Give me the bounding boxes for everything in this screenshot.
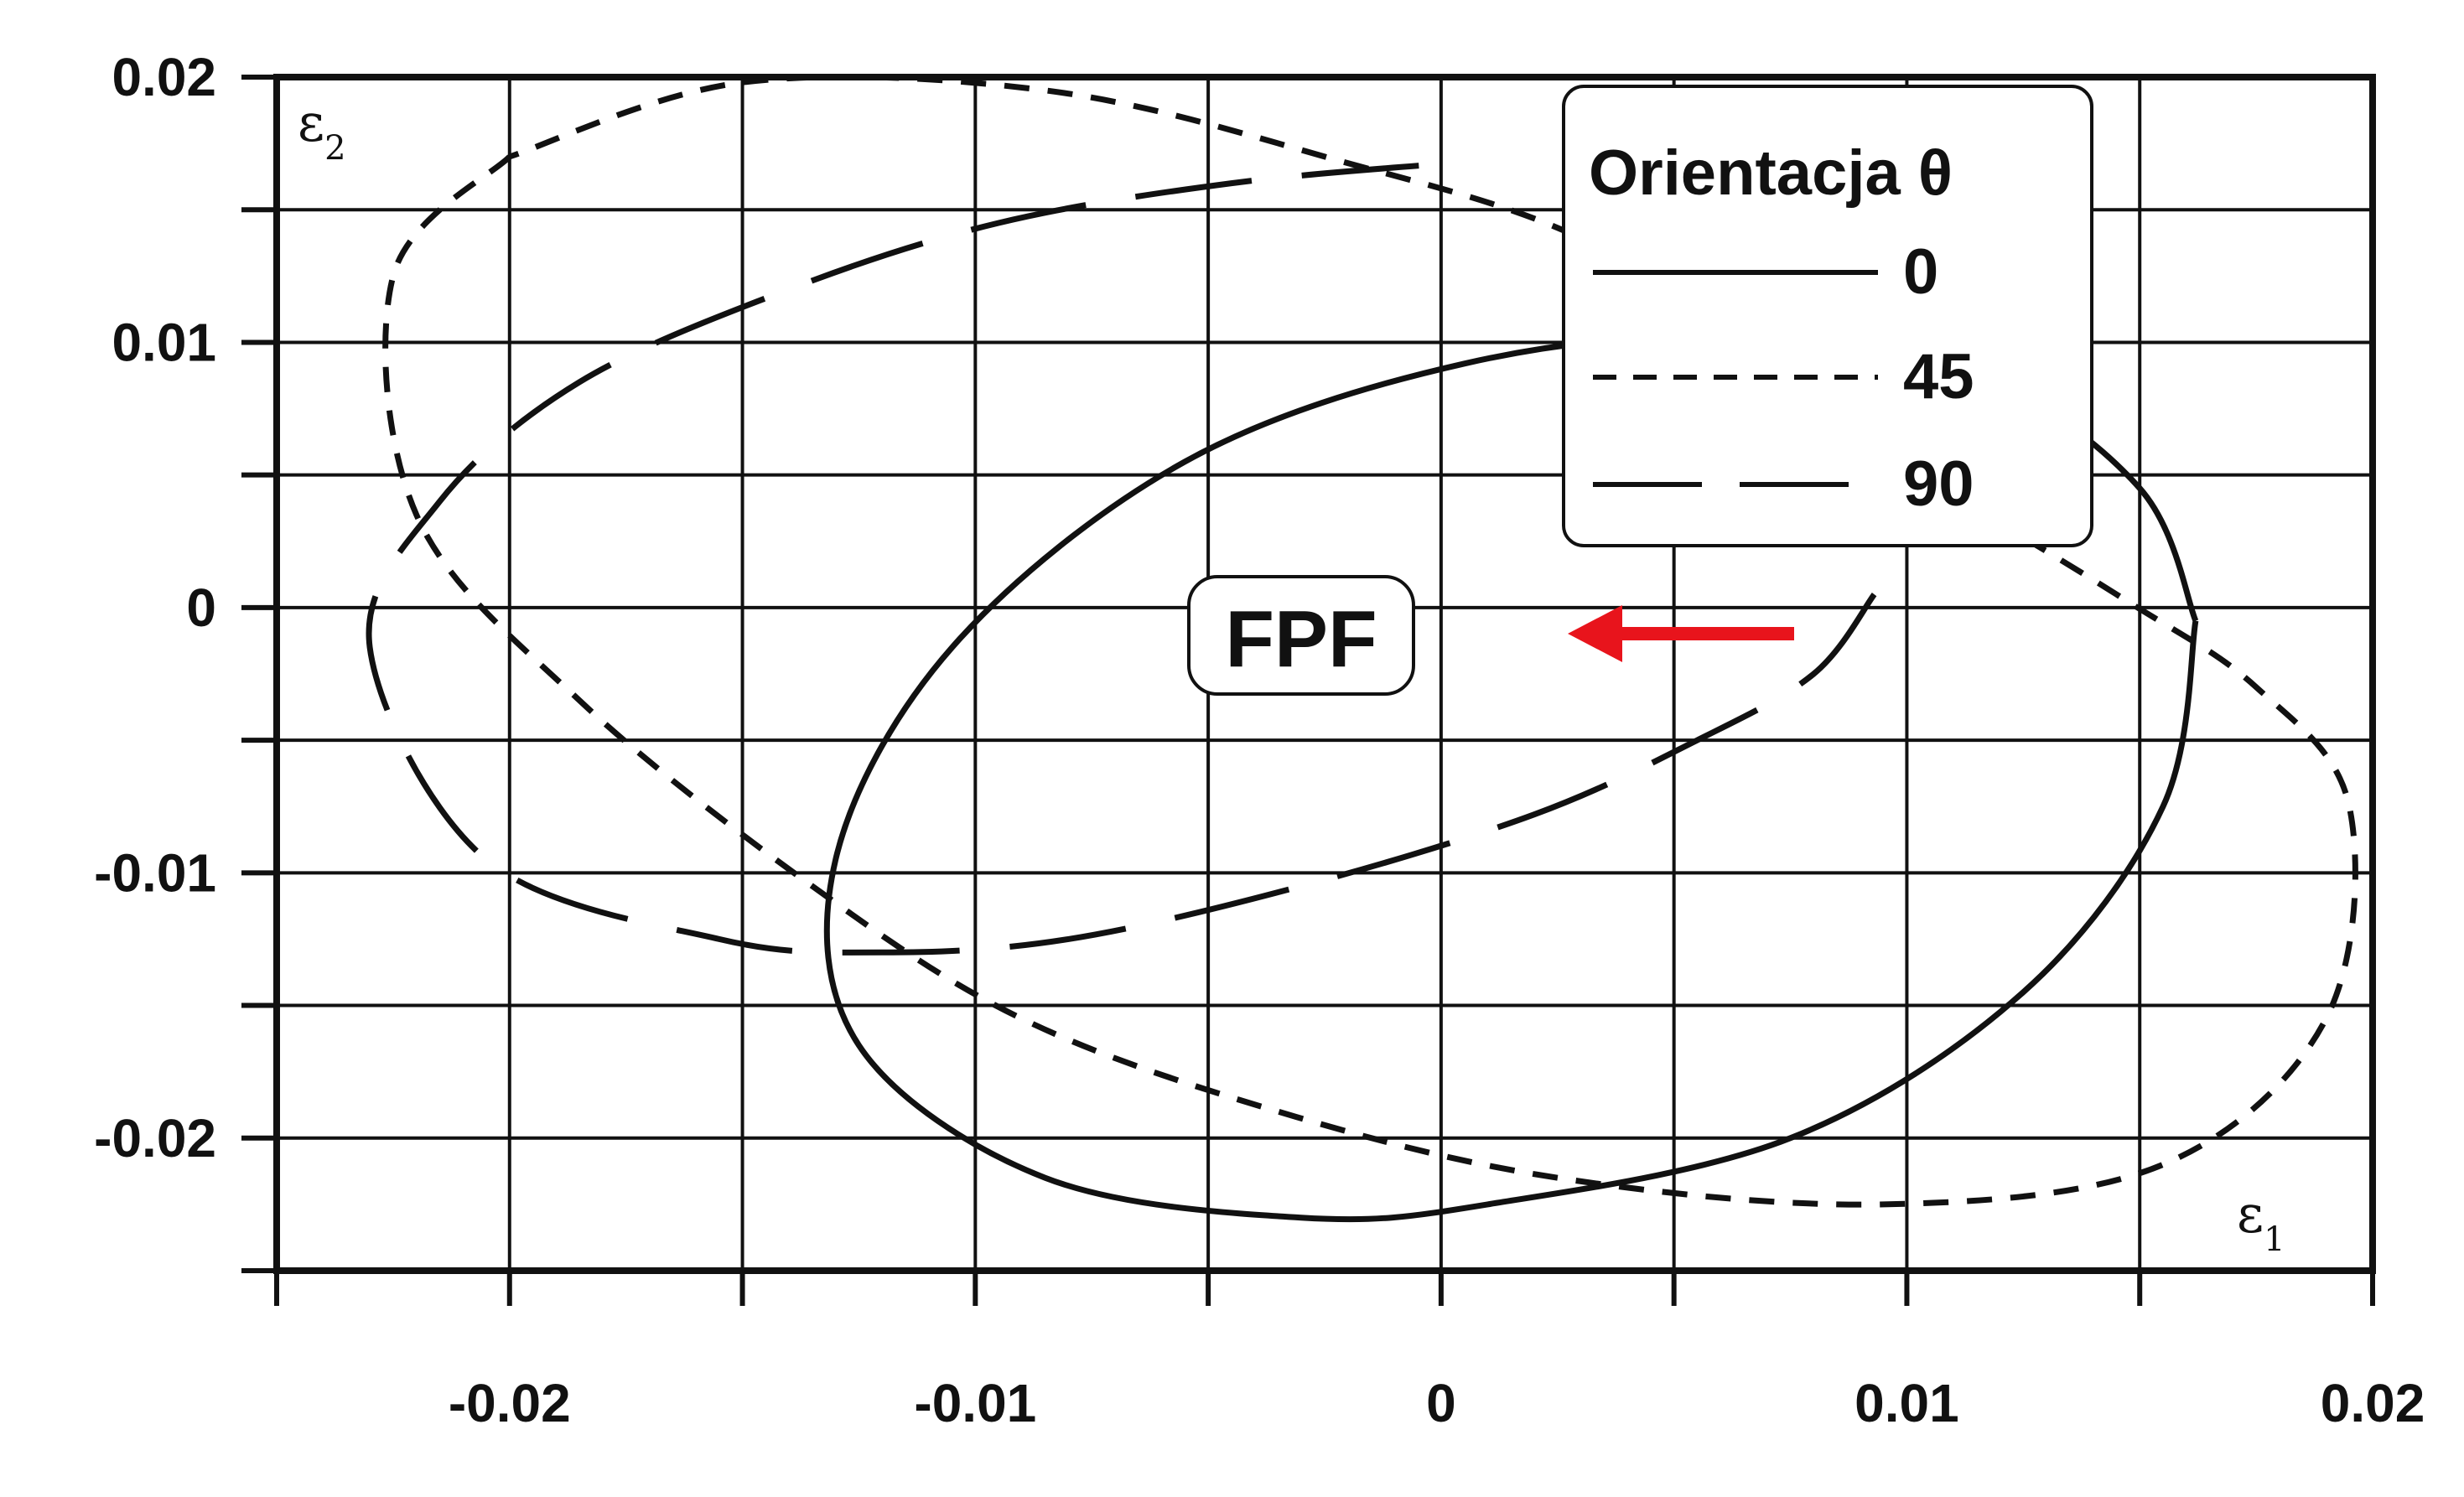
- series-90-curve: [366, 158, 1877, 956]
- legend-box: [1562, 85, 2093, 547]
- y-tick-label: 0.01: [112, 312, 216, 372]
- x-tick-label: -0.02: [449, 1373, 571, 1433]
- y-tick-label: -0.02: [94, 1108, 216, 1168]
- fpf-box: [1187, 575, 1415, 696]
- fpf-label: FPF: [1225, 594, 1377, 684]
- y-tick-label: -0.01: [94, 842, 216, 903]
- y-axis-label: ε2: [298, 92, 346, 168]
- series-45-curve: [382, 74, 2358, 1208]
- legend-item-45: 45: [1903, 341, 1974, 412]
- tick-marks: [241, 75, 2375, 1306]
- y-axis-symbol: ε: [298, 92, 324, 153]
- x-tick-labels: -0.02 -0.01 0 0.01 0.02: [449, 1373, 2425, 1433]
- plot-frame: [273, 74, 2376, 1274]
- y-tick-label: 0.02: [112, 47, 216, 107]
- x-tick-label: 0.02: [2321, 1373, 2425, 1433]
- legend-title: Orientacja θ: [1589, 137, 1953, 209]
- legend-item-0: 0: [1903, 236, 1938, 308]
- y-axis-subscript: 2: [324, 129, 345, 168]
- y-tick-label: 0: [186, 578, 216, 638]
- x-tick-label: 0: [1426, 1373, 1456, 1433]
- x-axis-subscript: 1: [2264, 1220, 2285, 1259]
- legend-item-90: 90: [1903, 448, 1974, 520]
- x-tick-label: -0.01: [914, 1373, 1036, 1433]
- x-axis-symbol: ε: [2237, 1184, 2264, 1245]
- y-tick-labels: 0.02 0.01 0 -0.01 -0.02: [94, 47, 216, 1168]
- x-axis-label: ε1: [2237, 1184, 2285, 1259]
- fpf-arrow-head: [1568, 605, 1622, 662]
- fpf-annotation: FPF: [1187, 575, 1794, 696]
- legend: Orientacja θ 0 45 90: [1562, 85, 2093, 547]
- x-tick-label: 0.01: [1854, 1373, 1959, 1433]
